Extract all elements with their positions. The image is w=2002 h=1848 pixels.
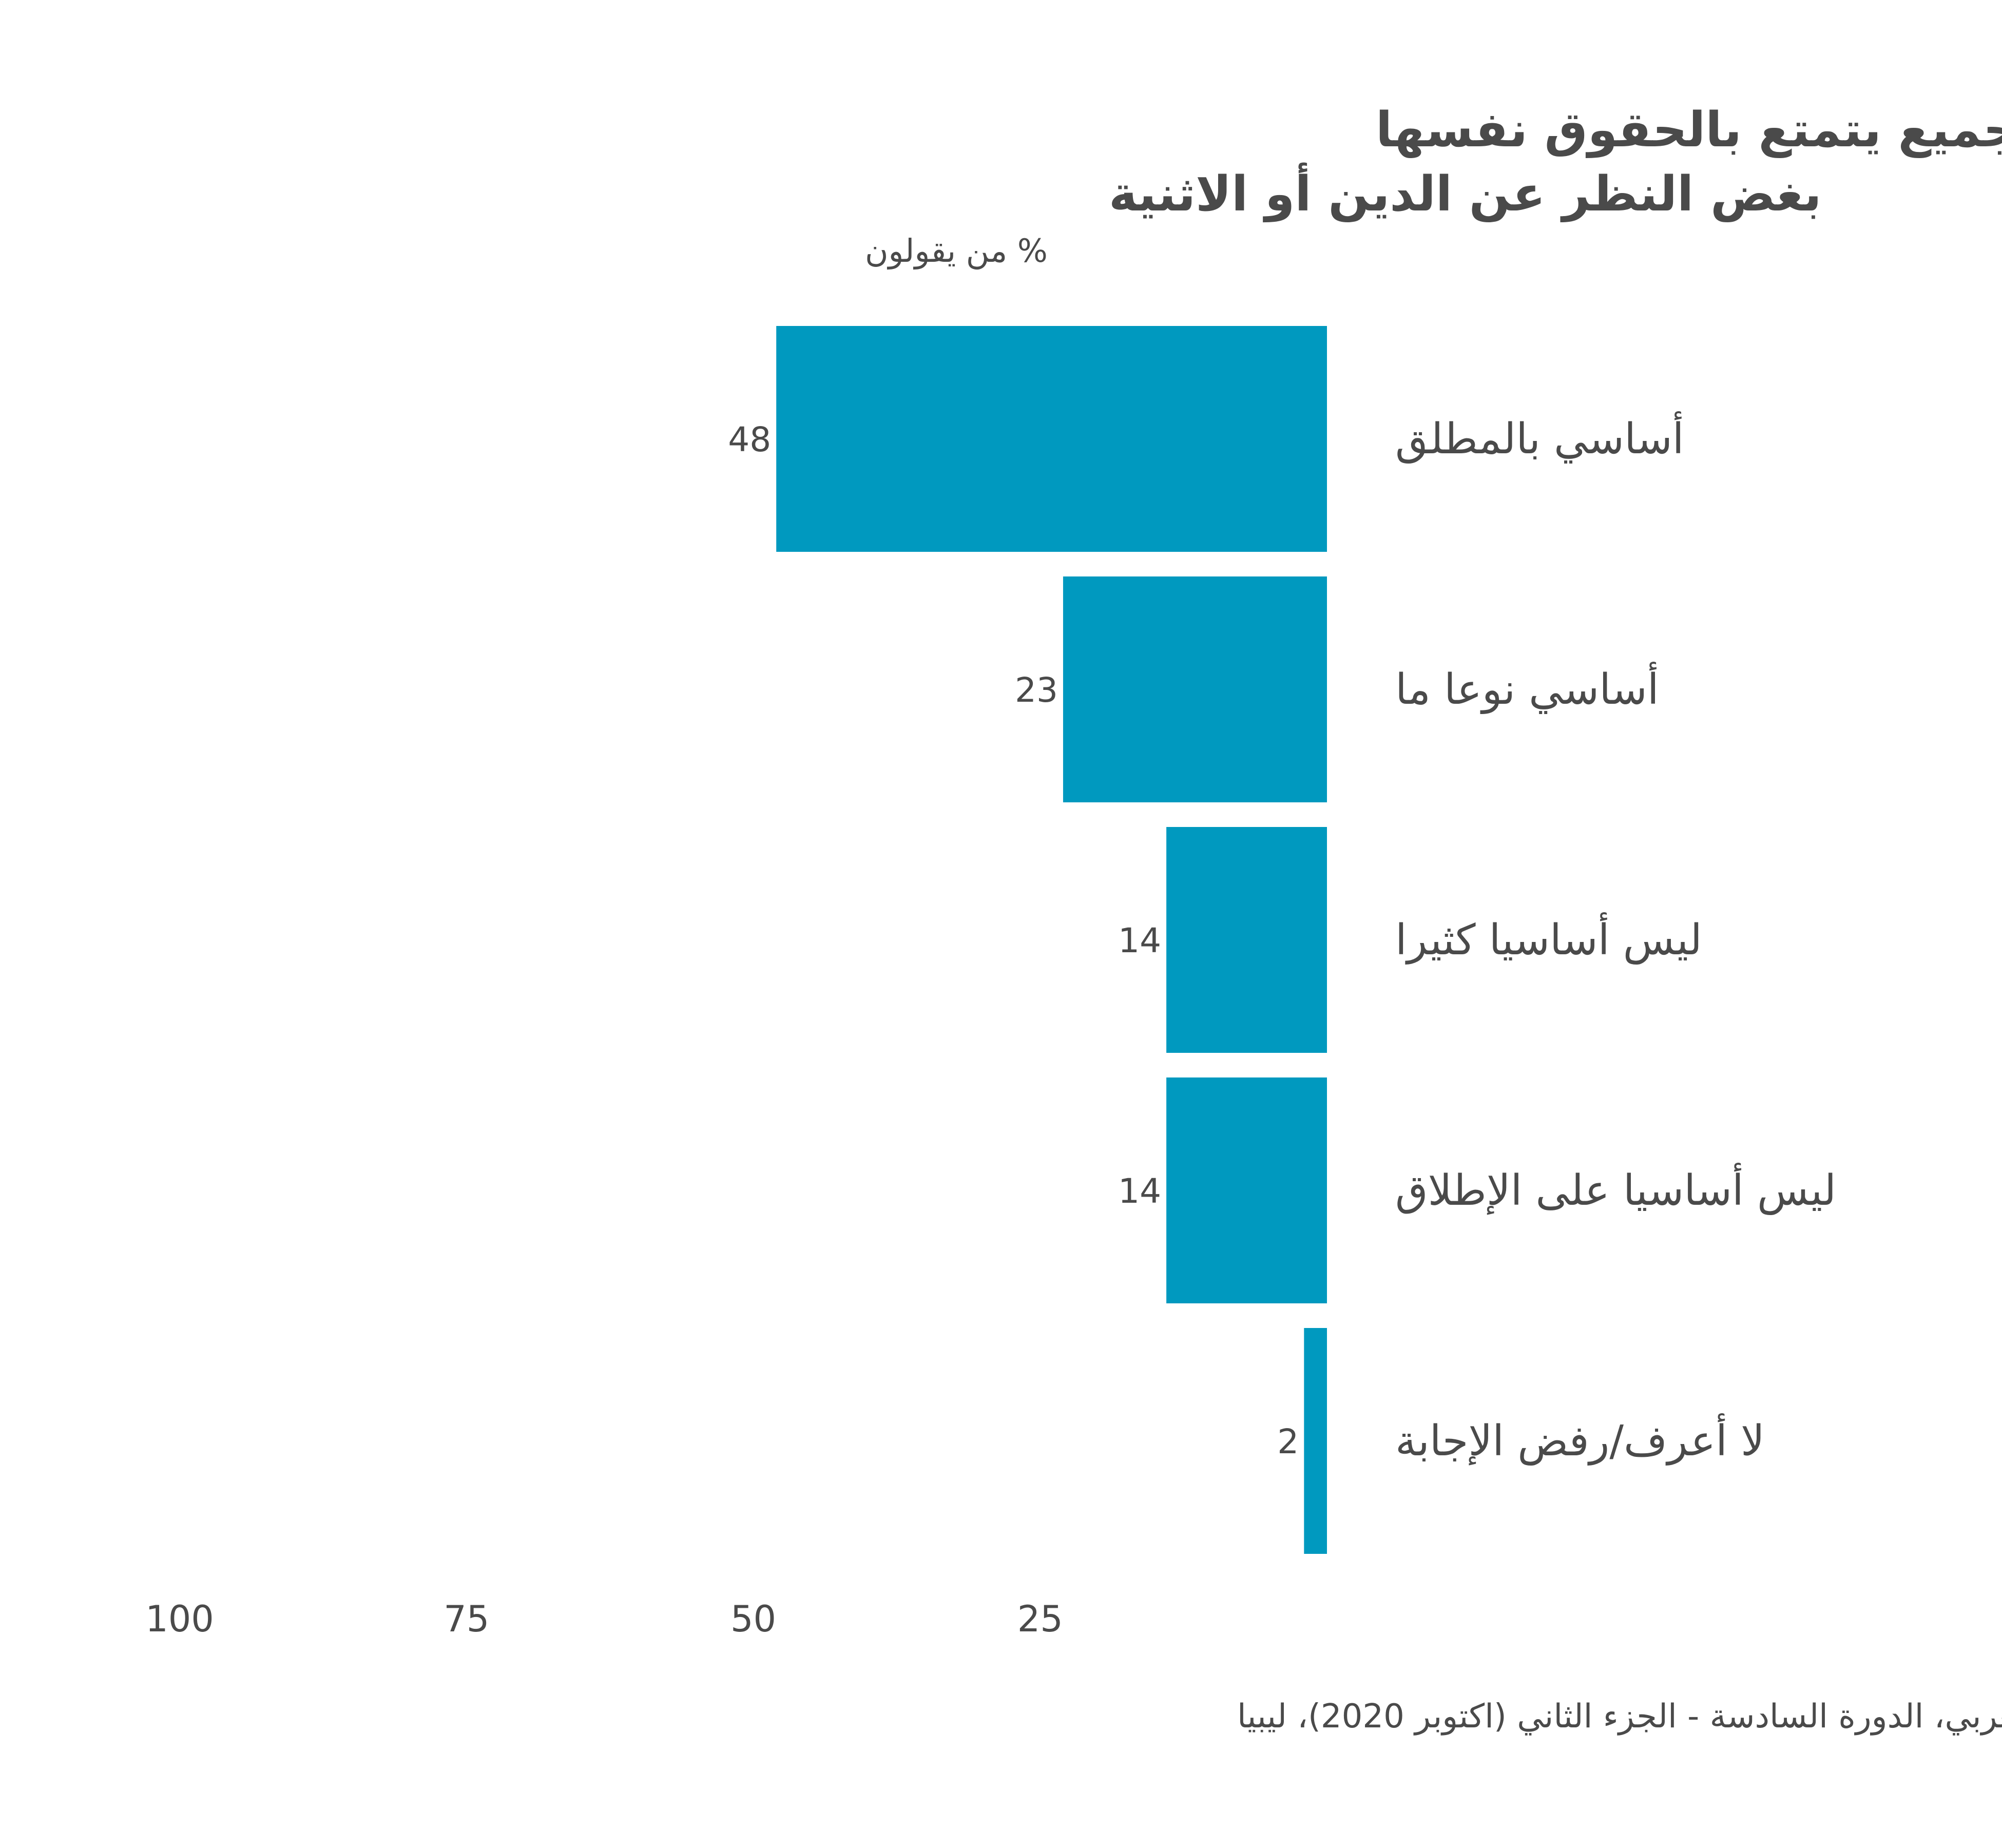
category-label-1: أساسي بالمطلق: [1395, 411, 1684, 464]
bar-5: [1304, 1328, 1327, 1554]
chart-title-line-2: بغض النظر عن الدين أو الاثنية: [1109, 163, 1822, 222]
bar-4: [1166, 1077, 1327, 1303]
category-label-3: ليس أساسيا كثيرا: [1395, 912, 1702, 965]
chart-subtitle: % من يقولون: [865, 232, 1048, 270]
value-label-2: 23: [1015, 670, 1058, 710]
x-tick-label-1: 100: [145, 1598, 214, 1640]
bar-3: [1166, 827, 1327, 1053]
x-tick-label-2: 75: [444, 1598, 489, 1640]
bar-2: [1063, 576, 1327, 802]
value-label-3: 14: [1118, 921, 1161, 960]
source-note: الباروميتر العربي، الدورة السادسة - الجز…: [1237, 1698, 2002, 1736]
bar-1: [776, 326, 1327, 552]
value-label-5: 2: [1277, 1422, 1299, 1461]
category-label-2: أساسي نوعا ما: [1395, 662, 1659, 714]
value-label-4: 14: [1118, 1171, 1161, 1211]
category-label-4: ليس أساسيا على الإطلاق: [1395, 1163, 1836, 1216]
chart-title-line-1: خصائص الديمقراطية: الجميع يتمتع بالحقوق …: [1376, 102, 2002, 158]
value-label-1: 48: [728, 420, 771, 459]
x-tick-label-3: 50: [730, 1598, 776, 1640]
bars-group: 48 أساسي بالمطلق 23 أساسي نوعا ما 14 ليس أساس…: [728, 326, 1836, 1554]
x-axis-ticks: 100 75 50 25: [145, 1598, 1063, 1640]
category-label-5: لا أعرف/رفض الإجابة: [1395, 1413, 1765, 1466]
x-tick-label-4: 25: [1017, 1598, 1063, 1640]
